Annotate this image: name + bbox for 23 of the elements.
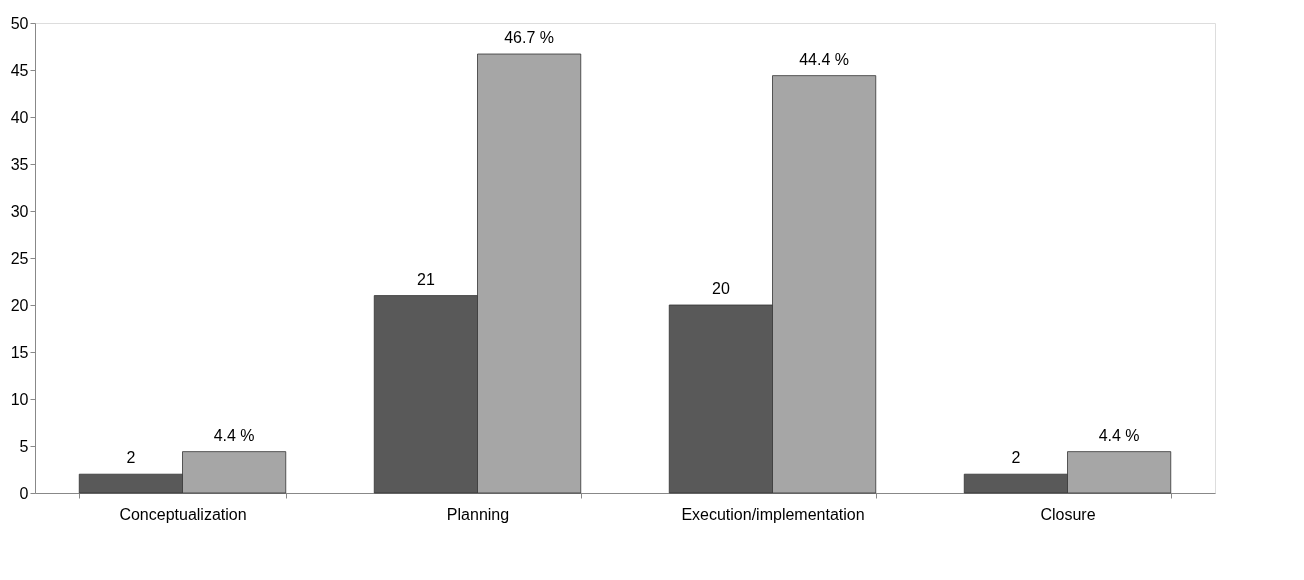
data-label: 4.4 % — [213, 426, 255, 444]
y-tick-label: 25 — [10, 249, 29, 267]
y-tick-label: 5 — [19, 437, 29, 455]
y-tick-label: 35 — [10, 155, 29, 173]
data-label: 20 — [711, 280, 730, 297]
x-tick-label: Execution/implementation — [681, 505, 865, 523]
data-label: 46.7 % — [504, 29, 555, 47]
data-label: 44.4 % — [799, 50, 850, 68]
y-tick-label: 30 — [10, 202, 29, 220]
y-tick-label: 50 — [10, 14, 29, 32]
y-tick-label: 45 — [10, 61, 29, 79]
data-label: 4.4 % — [1098, 426, 1140, 444]
data-label: 2 — [1011, 449, 1021, 467]
y-tick-label: 40 — [10, 108, 29, 126]
y-tick-label: 20 — [10, 296, 29, 314]
data-label: 2 — [126, 449, 136, 467]
x-tick-label: Closure — [1040, 505, 1096, 523]
y-tick-label: 15 — [10, 343, 29, 361]
data-label: 21 — [416, 270, 435, 288]
y-tick-label: 10 — [10, 390, 29, 408]
y-tick-label: 0 — [19, 484, 29, 502]
x-tick-label: Planning — [446, 505, 510, 523]
x-tick-label: Conceptualization — [119, 505, 247, 523]
